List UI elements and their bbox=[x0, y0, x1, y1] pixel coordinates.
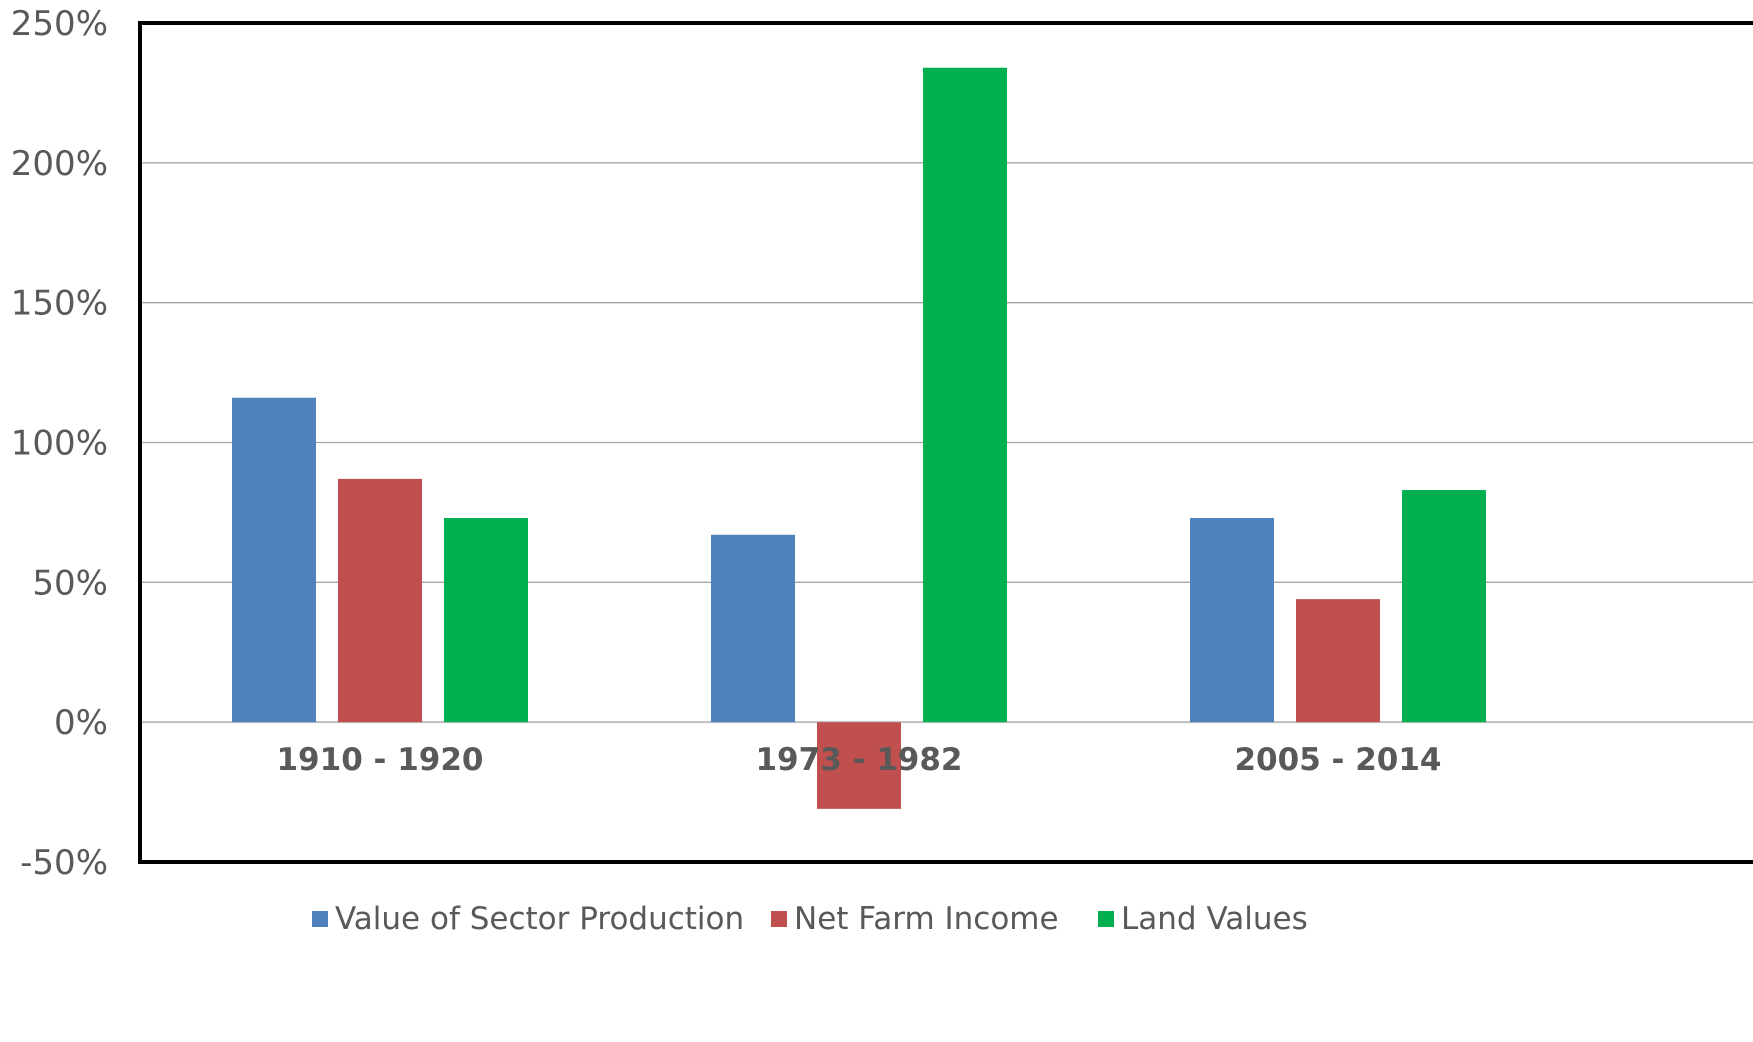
bar bbox=[923, 67, 1007, 723]
legend-label: Value of Sector Production bbox=[335, 901, 744, 937]
bar bbox=[1402, 490, 1486, 723]
y-tick-label: 0% bbox=[54, 703, 108, 743]
legend-swatch bbox=[1098, 911, 1114, 927]
bar bbox=[1190, 518, 1274, 723]
plot-area-frame bbox=[138, 21, 1753, 864]
legend-label: Land Values bbox=[1121, 901, 1308, 937]
bar bbox=[1296, 599, 1380, 723]
x-category-label: 1910 - 1920 bbox=[276, 742, 483, 778]
bar bbox=[444, 518, 528, 723]
y-axis-tick-labels: -50% 0% 50% 100% 150% 200% 250% bbox=[11, 4, 108, 883]
legend-label: Net Farm Income bbox=[794, 901, 1059, 937]
legend: Value of Sector Production Net Farm Incom… bbox=[312, 901, 1308, 937]
bar bbox=[711, 534, 795, 723]
bars bbox=[232, 67, 1486, 809]
y-tick-label: 100% bbox=[11, 424, 108, 464]
y-tick-label: -50% bbox=[20, 843, 108, 883]
x-category-label: 2005 - 2014 bbox=[1234, 742, 1441, 778]
bar bbox=[817, 722, 901, 809]
y-tick-label: 150% bbox=[11, 284, 108, 324]
y-tick-label: 50% bbox=[32, 563, 108, 603]
bar bbox=[232, 397, 316, 723]
y-tick-label: 250% bbox=[11, 4, 108, 44]
x-category-label: 1973 - 1982 bbox=[755, 742, 962, 778]
x-axis-category-labels: 1910 - 1920 1973 - 1982 2005 - 2014 bbox=[276, 742, 1441, 778]
y-tick-label: 200% bbox=[11, 144, 108, 184]
legend-swatch bbox=[771, 911, 787, 927]
bar bbox=[338, 478, 422, 723]
legend-swatch bbox=[312, 911, 328, 927]
